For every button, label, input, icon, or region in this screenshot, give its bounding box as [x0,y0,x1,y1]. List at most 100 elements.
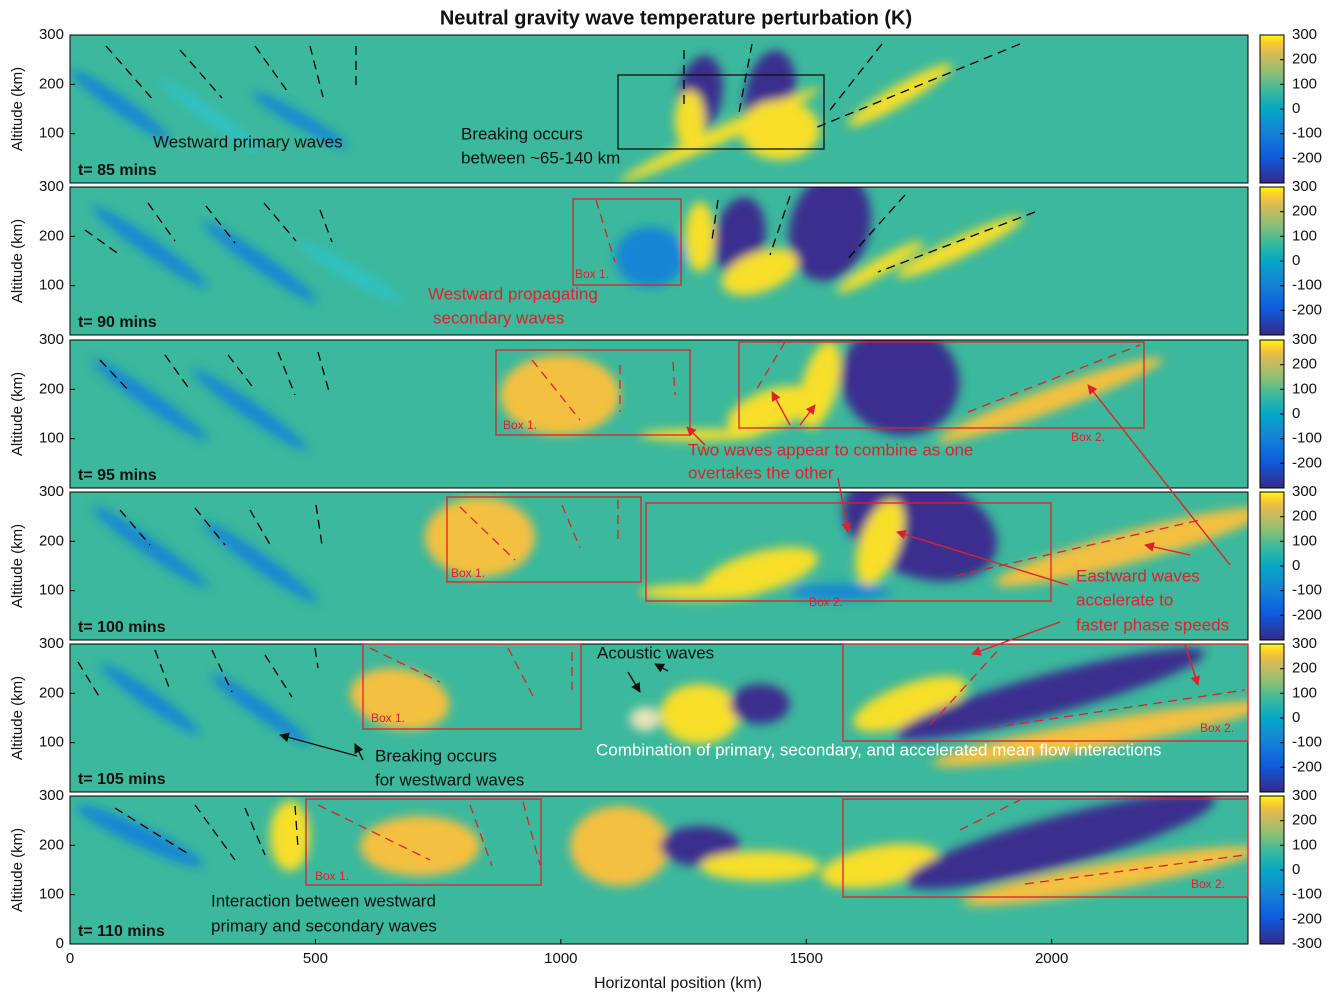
field-feature [896,216,1024,278]
colorbar-tick-label: 300 [1292,178,1317,195]
x-axis-label: Horizontal position (km) [594,975,762,992]
phase-line [77,661,101,699]
field-feature [675,90,705,150]
y-axis-label: Altitude (km) [9,219,26,303]
time-label: t= 105 mins [78,771,166,788]
x-tick-label: 2000 [1035,950,1068,967]
y-tick-label: 100 [39,125,64,142]
panel-frame [69,491,1249,641]
y-tick-label: 100 [39,430,64,447]
colorbar-tick-label: 100 [1292,75,1317,92]
arrow [837,477,852,533]
colorbar-tick-label: 100 [1292,380,1317,397]
phase-line [263,202,297,242]
phase-line [164,354,191,391]
colorbar-tick-label: -100 [1292,734,1322,751]
phase-line [814,43,1021,129]
phase-line [205,205,236,244]
arrow [1087,384,1231,566]
colorbar-tick-label: -100 [1292,125,1322,142]
arrow [654,663,669,673]
phase-line [1024,854,1246,885]
field-feature [847,63,953,127]
field-features [70,50,953,183]
phase-line [319,209,333,243]
colorbar-tick-label: 0 [1292,557,1300,574]
phase-line [754,341,786,393]
field-feature [721,248,799,296]
time-label: t= 110 mins [78,923,165,940]
colorbar-tick-label: 100 [1292,684,1317,701]
y-tick-label: 300 [39,787,64,804]
annotation: Westward propagating [428,284,598,303]
field-feature [932,701,1248,767]
phase-line [561,504,581,549]
field-feature [92,359,208,441]
heatmap [70,187,1248,335]
phase-line [315,504,323,546]
box-label: Box 2. [809,595,843,609]
time-label: t= 95 mins [78,467,157,484]
field-feature [740,100,820,160]
field-feature [905,796,1215,889]
phase-line [84,229,121,256]
field-feature [360,816,480,876]
colorbar-tick-label: -200 [1292,910,1322,927]
colorbar-tick-label: 300 [1292,483,1317,500]
annotation: Combination of primary, secondary, and a… [596,740,1161,759]
phase-line [244,807,266,856]
y-tick-label: 200 [39,684,64,701]
annotation: Breaking occurs [461,124,583,143]
box-label: Box 2. [1071,430,1105,444]
phase-line [954,519,1201,577]
arrow [971,621,1061,656]
phase-line [459,506,516,561]
phase-line [317,351,331,396]
field-feature [270,801,310,871]
figure-title: Neutral gravity wave temperature perturb… [440,7,912,29]
panel-frame [69,186,1249,336]
y-tick-label: 200 [39,532,64,549]
y-tick-label: 300 [39,178,64,195]
field-feature [895,648,1205,740]
colorbar-tick-label: 0 [1292,405,1300,422]
field-feature [350,668,450,730]
heatmap [70,340,1248,488]
field-feature [630,707,660,731]
y-tick-label: 300 [39,26,64,43]
colorbar-tick-label: -200 [1292,758,1322,775]
heatmap [70,35,1248,183]
y-axis-label: Altitude (km) [9,828,26,912]
y-tick-label: 200 [39,836,64,853]
phase-line [294,805,299,849]
annotation: Two waves appear to combine as one [688,440,973,459]
y-tick-label: 300 [39,635,64,652]
field-features [92,340,1163,451]
field-feature [962,846,1248,906]
phase-line [314,647,319,669]
colorbar-tick-label: -200 [1292,301,1322,318]
heatmap [70,492,1248,640]
y-tick-label: 200 [39,380,64,397]
phase-line [119,509,151,546]
colorbar-tick-label: -100 [1292,430,1322,447]
colorbar-tick-label: 300 [1292,635,1317,652]
annotation: accelerate to [1076,590,1173,609]
colorbar-tick-label: 300 [1292,331,1317,348]
colorbar-tick-label: 300 [1292,787,1317,804]
phase-line [254,45,291,96]
box-label: Box 2. [1191,877,1225,891]
phase-line [737,43,753,119]
field-feature [615,227,685,287]
y-tick-label: 100 [39,582,64,599]
field-feature [730,684,790,724]
phase-line [317,804,431,861]
phase-line [227,354,256,391]
region-box [572,198,682,286]
phase-line [531,359,581,421]
field-feature [685,202,715,272]
field-feature [297,241,403,303]
field-feature [92,206,208,288]
